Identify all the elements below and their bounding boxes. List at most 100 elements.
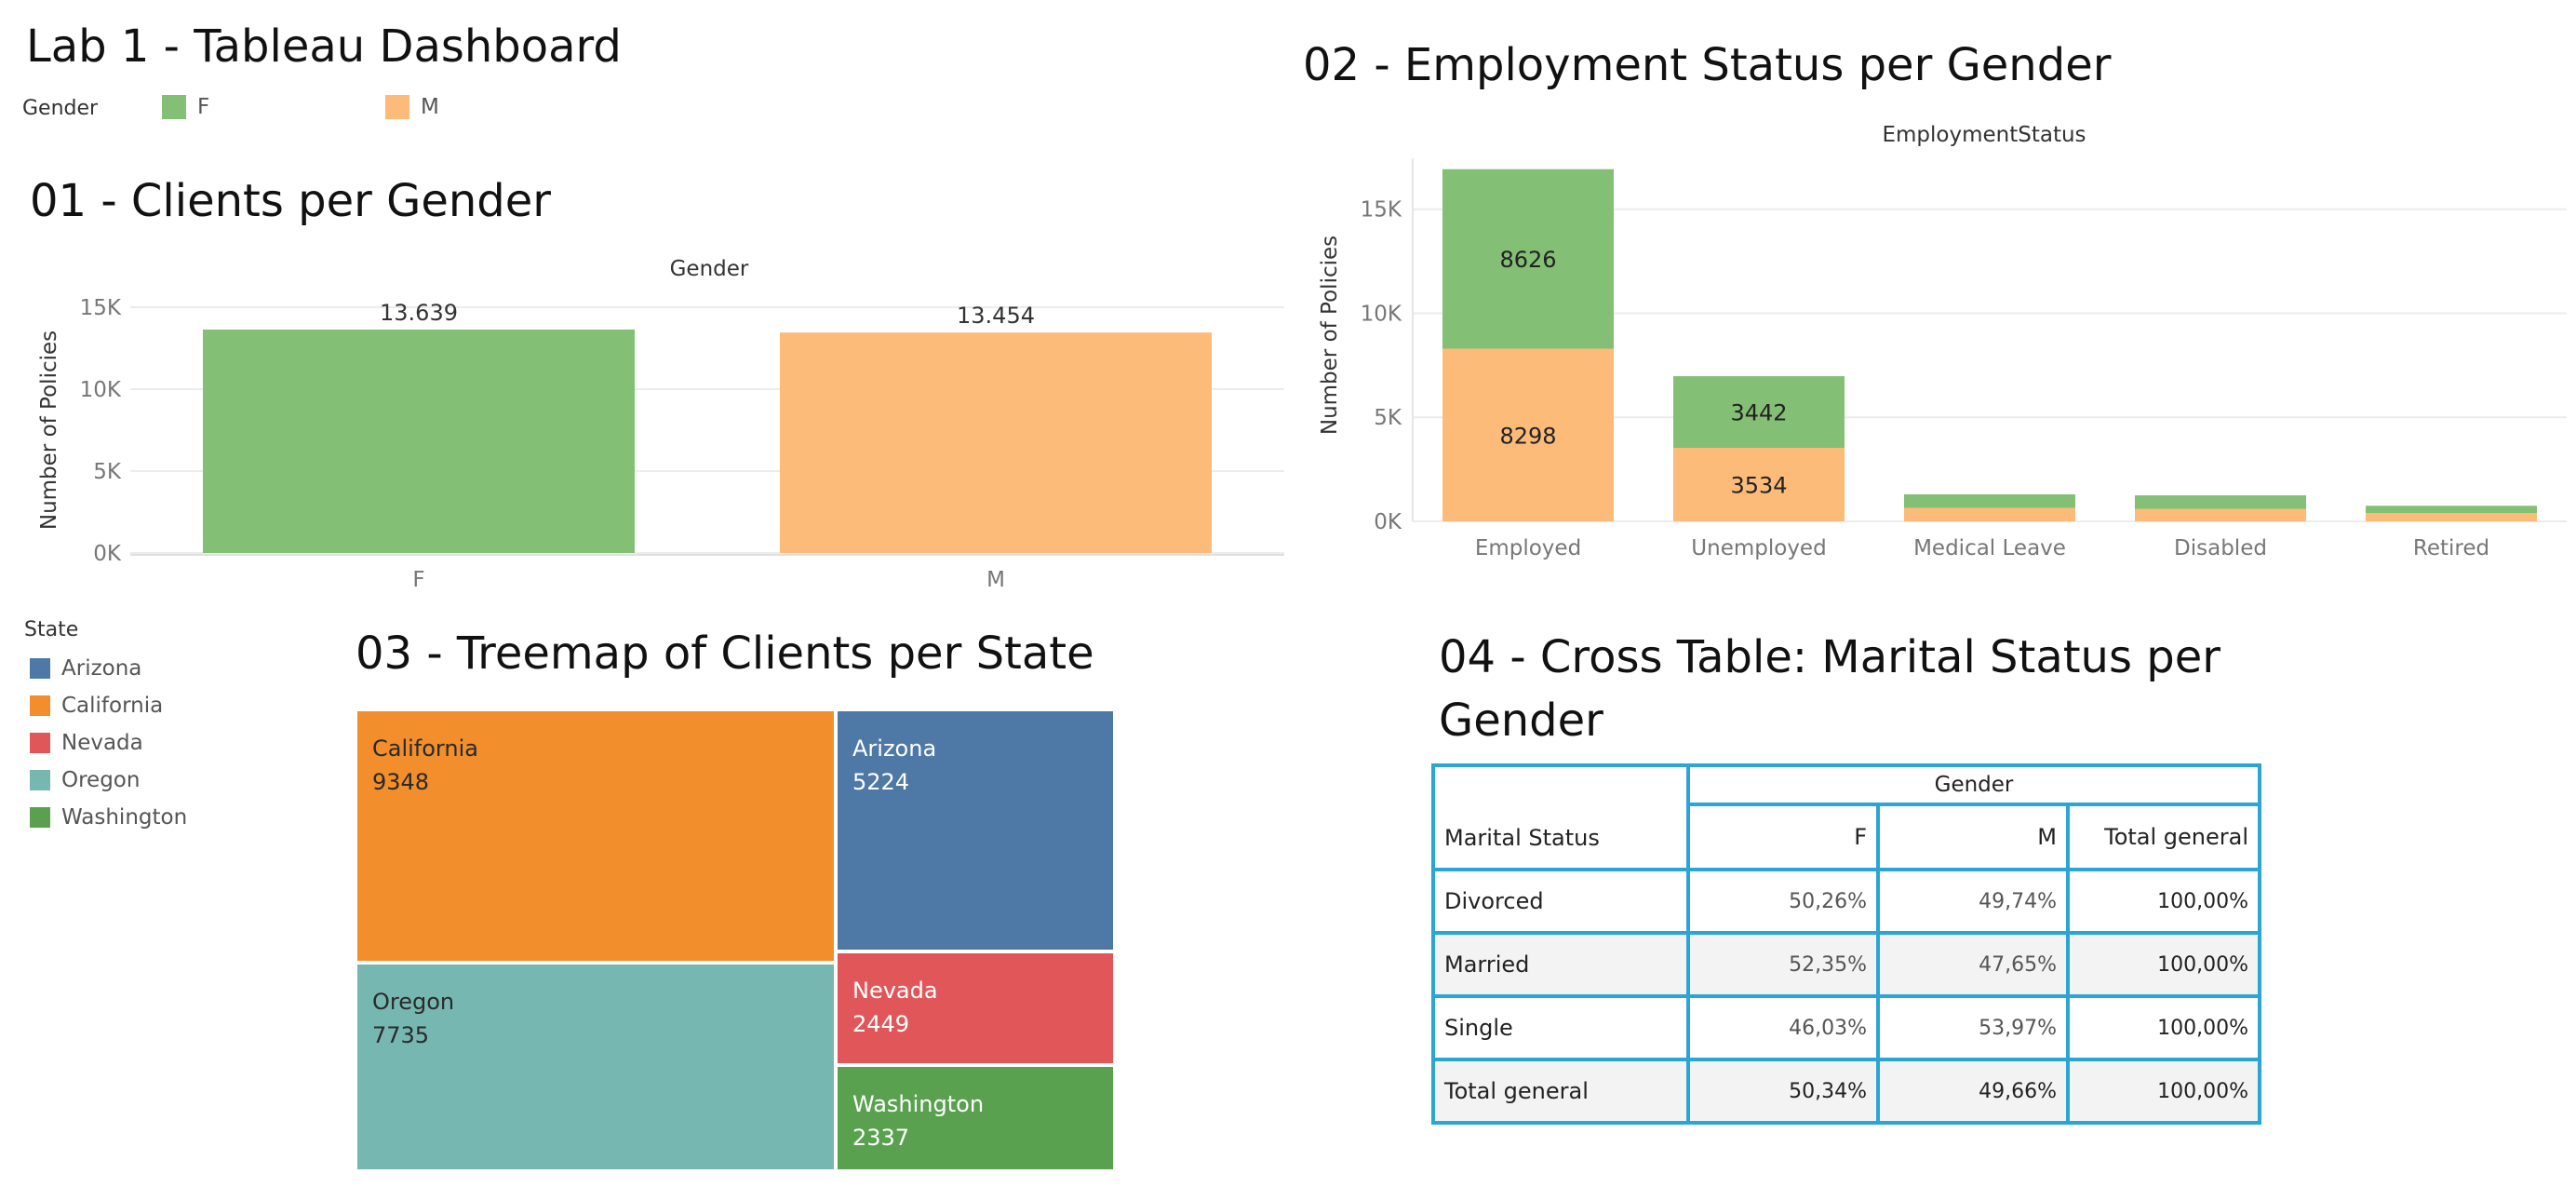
table-row-total: Total general 50,34% 49,66% 100,00% (1431, 1058, 2262, 1125)
y-tick-label: 0K (93, 542, 122, 566)
chart2-heading: 02 - Employment Status per Gender (1303, 39, 2112, 91)
state-legend-item-california[interactable]: California (30, 687, 187, 724)
state-legend-item-oregon[interactable]: Oregon (30, 762, 187, 799)
column-group-header: Gender (1685, 763, 2262, 806)
treemap-cell-oregon[interactable]: Oregon 7735 (356, 963, 836, 1171)
x-tick-label: Retired (2413, 536, 2489, 560)
stacked-bar-segment-m (1904, 507, 2075, 521)
gender-m-swatch (385, 95, 409, 119)
stacked-bar-segment-m (2366, 513, 2537, 521)
cell-value: 100,00% (2065, 994, 2262, 1061)
x-tick-label: Disabled (2174, 536, 2267, 560)
stacked-bar-segment-f (2366, 506, 2537, 514)
stacked-bar-segment-f (1442, 169, 1614, 349)
table-row: Married 52,35% 47,65% 100,00% (1431, 931, 2262, 998)
stacked-bar-segment-m (2135, 508, 2306, 521)
treemap-value: 2449 (852, 1011, 910, 1037)
column-header-total: Total general (2065, 803, 2262, 871)
gender-legend-item-f[interactable]: F (162, 95, 209, 119)
x-tick-label: M (986, 568, 1005, 592)
segment-data-label: 3442 (1730, 400, 1787, 426)
state-legend-label: California (61, 694, 164, 718)
marital-status-cross-table: Marital Status Gender F M Total general … (1431, 763, 2262, 1125)
row-label: Married (1431, 931, 1690, 998)
chart1-heading: 01 - Clients per Gender (30, 175, 552, 227)
cell-value: 53,97% (1876, 994, 2070, 1061)
segment-data-label: 3534 (1730, 473, 1787, 499)
treemap-label: Nevada (852, 978, 938, 1004)
oregon-swatch (30, 770, 50, 790)
treemap-value: 9348 (372, 769, 430, 795)
cell-value: 46,03% (1686, 994, 1880, 1061)
table-row: Single 46,03% 53,97% 100,00% (1431, 994, 2262, 1061)
stacked-bar-segment-f (1673, 376, 1845, 449)
state-legend-item-nevada[interactable]: Nevada (30, 724, 187, 762)
nevada-swatch (30, 733, 50, 753)
row-label: Total general (1431, 1058, 1690, 1125)
row-label: Single (1431, 994, 1690, 1061)
treemap-value: 2337 (852, 1125, 910, 1151)
cell-value: 49,66% (1876, 1058, 2070, 1125)
cell-value: 100,00% (2065, 1058, 2262, 1125)
y-tick-label: 10K (80, 378, 122, 402)
y-tick-label: 15K (1361, 198, 1402, 223)
x-tick-label: Unemployed (1691, 536, 1826, 560)
dashboard-title: Lab 1 - Tableau Dashboard (26, 20, 622, 73)
chart4-heading-line2: Gender (1439, 695, 1603, 747)
washington-swatch (30, 807, 50, 828)
stacked-bar-segment-f (1904, 493, 2075, 508)
gender-f-swatch (162, 95, 186, 119)
row-header: Marital Status (1431, 763, 1690, 871)
employment-status-chart: EmploymentStatus 0K 5K 10K 15K Number of Poli… (1318, 123, 2567, 560)
stacked-bar-segment-m (1442, 348, 1614, 521)
segment-data-label: 8298 (1499, 423, 1556, 449)
california-swatch (30, 695, 50, 716)
x-tick-label: Medical Leave (1913, 536, 2066, 560)
cell-value: 50,26% (1686, 868, 1880, 935)
treemap-label: California (372, 735, 478, 762)
gender-legend-label-f: F (197, 95, 210, 119)
arizona-swatch (30, 658, 50, 679)
bar-data-label: 13.454 (957, 303, 1035, 329)
y-tick-label: 5K (1374, 406, 1402, 430)
treemap-cell-california[interactable]: California 9348 (356, 709, 836, 963)
x-tick-label: F (412, 568, 424, 592)
gender-legend-item-m[interactable]: M (385, 95, 439, 119)
cell-value: 100,00% (2065, 931, 2262, 998)
chart4-heading-line1: 04 - Cross Table: Marital Status per (1439, 631, 2220, 683)
stacked-bar-segment-f (2135, 495, 2306, 509)
y-axis-label: Number of Policies (37, 331, 61, 530)
treemap-cell-nevada[interactable]: Nevada 2449 (836, 951, 1115, 1065)
x-tick-label: Employed (1475, 536, 1581, 560)
cell-value: 49,74% (1876, 868, 2070, 935)
bar-data-label: 13.639 (380, 300, 458, 326)
treemap-label: Washington (852, 1091, 985, 1117)
y-tick-label: 15K (80, 296, 122, 320)
gender-legend-label-m: M (421, 95, 439, 119)
cell-value: 100,00% (2065, 868, 2262, 935)
stacked-bar-segment-m (1673, 448, 1845, 521)
column-header-m: M (1876, 803, 2070, 871)
state-treemap: California 9348 Oregon 7735 Arizona 5224… (356, 709, 1115, 1171)
cell-value: 47,65% (1876, 931, 2070, 998)
cell-value: 50,34% (1686, 1058, 1880, 1125)
state-legend-label: Washington (61, 805, 188, 830)
treemap-label: Oregon (372, 989, 455, 1015)
state-legend-title: State (24, 618, 79, 641)
treemap-label: Arizona (852, 735, 937, 762)
column-header: Gender (670, 257, 749, 281)
gender-legend-title: Gender (22, 97, 99, 120)
column-header-f: F (1686, 803, 1880, 871)
table-row: Divorced 50,26% 49,74% 100,00% (1431, 868, 2262, 935)
cell-value: 52,35% (1686, 931, 1880, 998)
state-legend-label: Arizona (61, 656, 142, 681)
chart4-heading: 04 - Cross Table: Marital Status per Gen… (1439, 626, 2220, 752)
treemap-value: 7735 (372, 1022, 430, 1048)
column-header: EmploymentStatus (1882, 123, 2086, 147)
treemap-cell-washington[interactable]: Washington 2337 (836, 1065, 1115, 1171)
treemap-cell-arizona[interactable]: Arizona 5224 (836, 709, 1115, 951)
state-legend-item-washington[interactable]: Washington (30, 799, 187, 836)
state-legend-item-arizona[interactable]: Arizona (30, 650, 187, 687)
y-tick-label: 10K (1361, 302, 1402, 326)
chart3-heading: 03 - Treemap of Clients per State (356, 627, 1094, 680)
